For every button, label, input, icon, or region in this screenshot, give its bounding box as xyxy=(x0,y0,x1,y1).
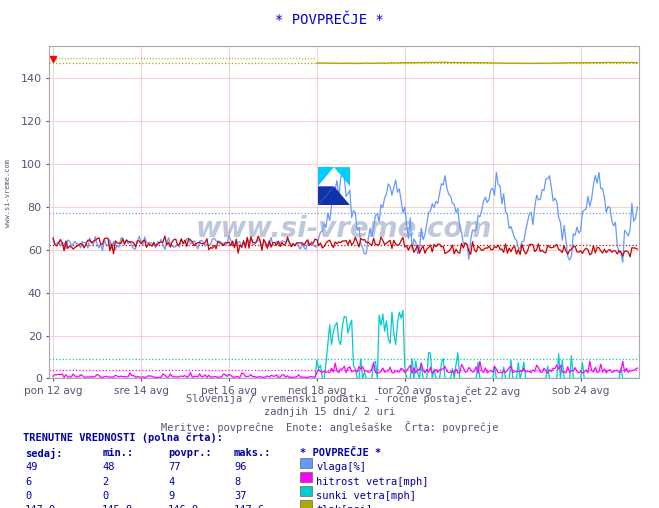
Text: 2: 2 xyxy=(102,477,108,487)
Text: Meritve: povprečne  Enote: anglešaške  Črta: povprečje: Meritve: povprečne Enote: anglešaške Črt… xyxy=(161,421,498,433)
Polygon shape xyxy=(318,186,334,205)
Text: 48: 48 xyxy=(102,462,115,472)
Text: 145,8: 145,8 xyxy=(102,505,133,508)
Text: www.si-vreme.com: www.si-vreme.com xyxy=(196,215,492,243)
Text: 77: 77 xyxy=(168,462,181,472)
Text: zadnjih 15 dni/ 2 uri: zadnjih 15 dni/ 2 uri xyxy=(264,407,395,418)
Text: TRENUTNE VREDNOSTI (polna črta):: TRENUTNE VREDNOSTI (polna črta): xyxy=(23,433,223,443)
Text: 8: 8 xyxy=(234,477,240,487)
Polygon shape xyxy=(334,167,350,186)
Text: 147,6: 147,6 xyxy=(234,505,265,508)
Text: 146,9: 146,9 xyxy=(168,505,199,508)
Text: tlak[psi]: tlak[psi] xyxy=(316,505,372,508)
Text: 147,0: 147,0 xyxy=(25,505,56,508)
Text: 6: 6 xyxy=(25,477,31,487)
Polygon shape xyxy=(318,186,350,205)
Text: povpr.:: povpr.: xyxy=(168,448,212,458)
Text: 9: 9 xyxy=(168,491,174,501)
Text: * POVPREČJE *: * POVPREČJE * xyxy=(300,448,381,458)
Text: 49: 49 xyxy=(25,462,38,472)
Text: hitrost vetra[mph]: hitrost vetra[mph] xyxy=(316,477,429,487)
Text: www.si-vreme.com: www.si-vreme.com xyxy=(5,159,11,227)
Text: 4: 4 xyxy=(168,477,174,487)
Text: Slovenija / vremenski podatki - ročne postaje.: Slovenija / vremenski podatki - ročne po… xyxy=(186,394,473,404)
Polygon shape xyxy=(318,167,334,186)
Text: 37: 37 xyxy=(234,491,246,501)
Text: 0: 0 xyxy=(25,491,31,501)
Text: * POVPREČJE *: * POVPREČJE * xyxy=(275,13,384,27)
Text: 0: 0 xyxy=(102,491,108,501)
Text: sedaj:: sedaj: xyxy=(25,448,63,459)
Text: 96: 96 xyxy=(234,462,246,472)
Text: maks.:: maks.: xyxy=(234,448,272,458)
Text: vlaga[%]: vlaga[%] xyxy=(316,462,366,472)
Text: sunki vetra[mph]: sunki vetra[mph] xyxy=(316,491,416,501)
Text: min.:: min.: xyxy=(102,448,133,458)
